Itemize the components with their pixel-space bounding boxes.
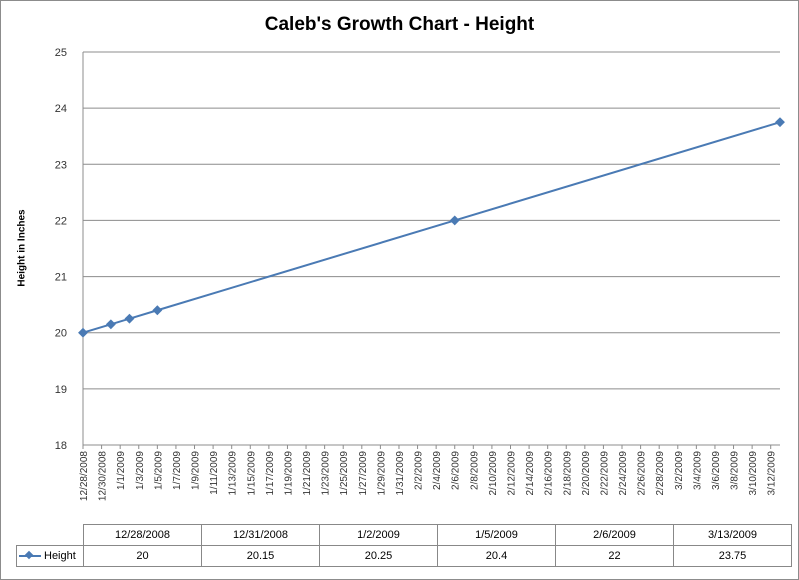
x-tick-label: 12/28/2008 <box>79 451 90 501</box>
x-tick-label: 3/2/2009 <box>674 451 685 490</box>
x-tick-label: 1/21/2009 <box>302 451 313 496</box>
y-tick-label: 20 <box>55 328 67 340</box>
series-line-height <box>82 121 781 334</box>
data-point <box>124 313 135 324</box>
x-tick-label: 1/11/2009 <box>209 451 220 495</box>
x-tick-label: 1/1/2009 <box>116 451 127 490</box>
data-table-cell: 20 <box>83 545 202 567</box>
x-tick-label: 1/31/2009 <box>395 451 406 496</box>
data-table-corner <box>16 524 84 546</box>
data-table-col-header: 3/13/2009 <box>673 524 792 546</box>
data-table-cell: 20.25 <box>319 545 438 567</box>
x-tick-label: 3/12/2009 <box>767 451 778 496</box>
data-point <box>449 215 460 226</box>
x-tick-label: 2/10/2009 <box>488 451 499 496</box>
y-tick-label: 23 <box>55 159 67 171</box>
data-point <box>775 117 785 128</box>
data-table-row-header: Height <box>16 545 84 567</box>
data-table-col-header: 1/2/2009 <box>319 524 438 546</box>
x-tick-label: 2/28/2009 <box>655 451 666 496</box>
x-tick-label: 3/6/2009 <box>711 451 722 490</box>
legend-marker-icon <box>19 551 41 561</box>
x-tick-label: 3/4/2009 <box>692 451 703 490</box>
x-tick-label: 1/17/2009 <box>265 451 276 496</box>
data-table: 12/28/2008 12/31/2008 1/2/2009 1/5/2009 … <box>16 524 792 567</box>
x-tick-label: 1/27/2009 <box>358 451 369 496</box>
x-tick-label: 2/18/2009 <box>562 451 573 496</box>
data-table-cell: 20.4 <box>437 545 556 567</box>
x-tick-label: 2/4/2009 <box>432 451 443 490</box>
y-tick-label: 25 <box>55 47 67 59</box>
x-tick-label: 2/24/2009 <box>618 451 629 496</box>
data-point <box>152 305 163 316</box>
data-table-cell: 23.75 <box>673 545 792 567</box>
legend-label: Height <box>44 550 76 562</box>
x-tick-label: 2/22/2009 <box>599 451 610 496</box>
x-tick-label: 3/8/2009 <box>730 451 741 490</box>
x-tick-label: 2/2/2009 <box>414 451 425 490</box>
x-tick-label: 2/12/2009 <box>506 451 517 496</box>
x-tick-label: 1/25/2009 <box>339 451 350 496</box>
x-tick-label: 2/16/2009 <box>544 451 555 496</box>
data-table-cell: 22 <box>555 545 674 567</box>
x-tick-label: 3/10/2009 <box>748 451 759 496</box>
data-point <box>78 327 88 338</box>
y-tick-label: 19 <box>55 384 67 396</box>
x-tick-label: 1/3/2009 <box>135 451 146 490</box>
x-tick-label: 2/6/2009 <box>451 451 462 490</box>
data-table-header-row: 12/28/2008 12/31/2008 1/2/2009 1/5/2009 … <box>16 524 792 546</box>
data-table-cell: 20.15 <box>201 545 320 567</box>
data-table-col-header: 12/31/2008 <box>201 524 320 546</box>
x-tick-label: 1/7/2009 <box>172 451 183 490</box>
x-tick-label: 2/8/2009 <box>469 451 480 490</box>
data-table-col-header: 1/5/2009 <box>437 524 556 546</box>
x-tick-label: 1/5/2009 <box>153 451 164 490</box>
x-tick-label: 1/23/2009 <box>321 451 332 496</box>
x-tick-label: 2/26/2009 <box>637 451 648 496</box>
chart-title: Caleb's Growth Chart - Height <box>264 14 535 35</box>
y-tick-label: 18 <box>55 440 67 452</box>
x-tick-label: 1/13/2009 <box>228 451 239 496</box>
data-point <box>105 319 116 330</box>
x-tick-label: 2/20/2009 <box>581 451 592 496</box>
x-tick-label: 1/9/2009 <box>191 451 202 490</box>
x-tick-label: 2/14/2009 <box>525 451 536 496</box>
y-tick-label: 24 <box>55 103 67 115</box>
x-tick-label: 1/19/2009 <box>283 451 294 496</box>
data-table-col-header: 12/28/2008 <box>83 524 202 546</box>
x-tick-label: 1/29/2009 <box>376 451 387 496</box>
x-tick-label: 1/15/2009 <box>246 451 257 496</box>
data-table-value-row: Height 20 20.15 20.25 20.4 22 23.75 <box>16 545 792 567</box>
data-table-col-header: 2/6/2009 <box>555 524 674 546</box>
y-tick-label: 22 <box>55 215 67 227</box>
x-tick-label: 12/30/2008 <box>98 451 109 501</box>
y-tick-label: 21 <box>55 272 67 284</box>
